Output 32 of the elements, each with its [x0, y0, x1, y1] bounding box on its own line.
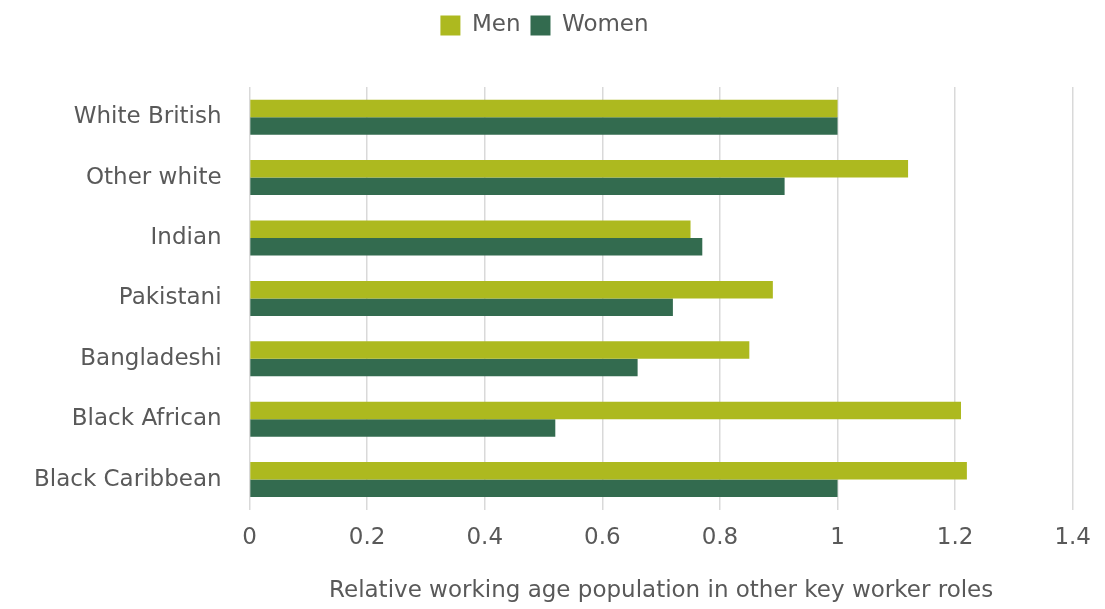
bar — [250, 298, 673, 316]
bar — [250, 99, 838, 118]
y-tick-label: Indian — [150, 222, 222, 249]
bar — [250, 419, 556, 437]
legend-label: Men — [471, 10, 521, 37]
bar — [250, 220, 691, 238]
y-tick-label: Pakistani — [118, 283, 222, 310]
x-tick-label: 1.4 — [1054, 522, 1091, 549]
x-tick-label: 1.2 — [936, 522, 974, 549]
y-tick-label: Black African — [71, 404, 222, 431]
x-tick-label: 0 — [242, 522, 257, 549]
x-tick-label: 0.4 — [466, 522, 504, 549]
x-axis-title: Relative working age population in other key worker roles — [329, 576, 994, 603]
x-tick-label: 1 — [830, 522, 845, 549]
bar — [250, 462, 967, 480]
x-tick-label: 0.6 — [584, 522, 621, 549]
x-tick-label: 0.8 — [701, 522, 739, 549]
bar — [250, 117, 838, 135]
x-tick-label: 0.2 — [348, 522, 386, 549]
bar — [250, 358, 638, 377]
y-tick-label: Other white — [85, 162, 222, 189]
bar — [250, 238, 703, 256]
legend-label: Women — [561, 10, 649, 37]
y-tick-label: Bangladeshi — [80, 343, 222, 370]
bar — [250, 160, 909, 178]
bar — [250, 177, 785, 196]
bar — [250, 341, 750, 359]
bar — [250, 401, 961, 420]
bar — [250, 479, 838, 498]
bar — [250, 280, 773, 299]
y-tick-label: Black Caribbean — [34, 464, 222, 491]
y-tick-label: White British — [73, 102, 222, 129]
